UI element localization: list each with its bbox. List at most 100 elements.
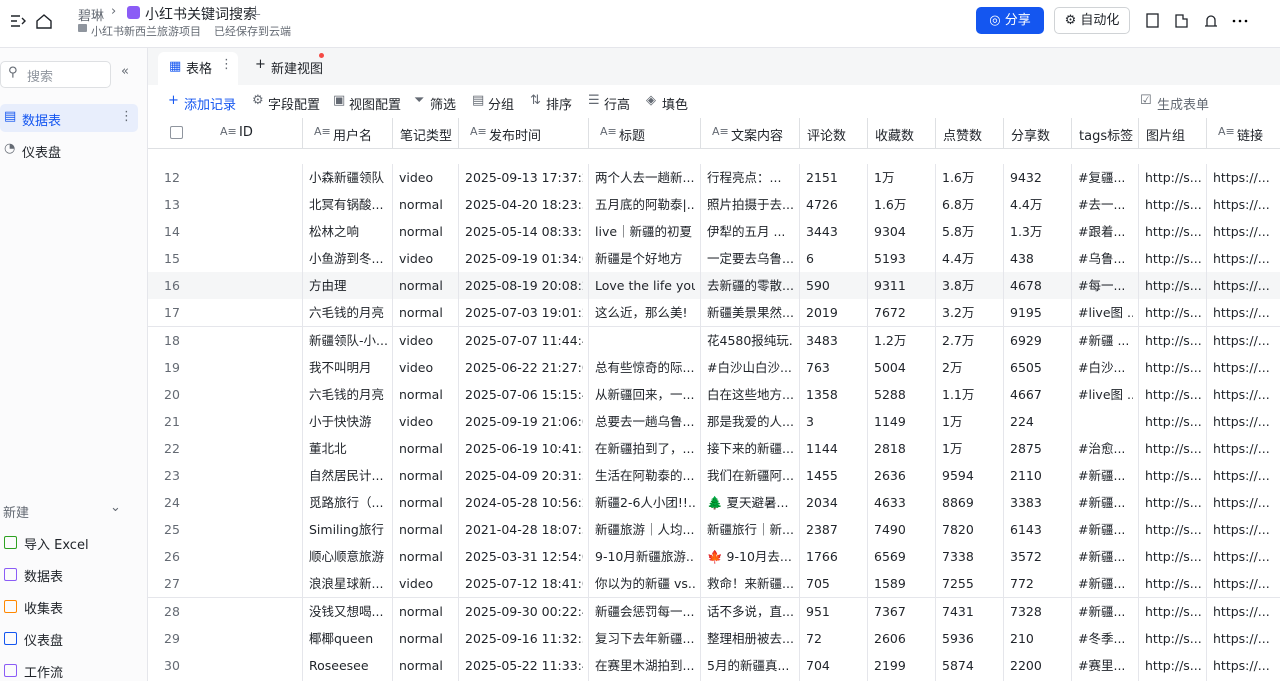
column-header[interactable]: 文案内容 [731,129,784,144]
table-cell[interactable]: http://s... [1145,224,1201,240]
table-cell[interactable]: 3383 [1010,495,1042,511]
table-cell[interactable]: https://... [1213,305,1270,321]
table-cell[interactable]: 1149 [874,413,906,429]
project[interactable]: 小红书新西兰旅游项目 [91,25,201,38]
nav-menu[interactable]: ⋮ [120,109,133,124]
table-cell[interactable]: 7338 [942,549,974,565]
nav-item[interactable]: 仪表盘 [22,146,62,161]
table-cell[interactable]: #赛里... [1078,657,1126,673]
table-cell[interactable]: 新疆是个好地方 [595,251,683,267]
table-cell[interactable]: 方由理 [309,278,347,294]
table-cell[interactable]: 2387 [806,522,838,538]
table-cell[interactable]: 2025-09-13 17:37:24 [465,169,583,185]
table-cell[interactable]: 210 [1010,630,1034,646]
table-cell[interactable]: 去新疆的零散... [707,278,794,294]
toolbar-button[interactable]: 行高 [604,98,631,113]
table-cell[interactable]: http://s... [1145,603,1201,619]
table-cell[interactable]: 4.4万 [1010,197,1043,212]
automation-button[interactable]: ⚙ 自动化 [1054,7,1130,34]
table-cell[interactable]: 9195 [1010,305,1042,321]
table-cell[interactable]: 3.2万 [942,305,975,321]
table-cell[interactable]: video [399,413,434,429]
table-cell[interactable]: 4726 [806,197,838,212]
table-cell[interactable]: #复疆... [1078,169,1126,185]
table-cell[interactable]: normal [399,197,443,212]
share-button[interactable]: ◎ 分享 [976,7,1044,34]
table-cell[interactable]: 6569 [874,549,906,565]
table-cell[interactable]: #新疆... [1078,549,1126,565]
table-cell[interactable]: 两个人去一趟新... [595,169,695,185]
table-cell[interactable]: http://s... [1145,495,1201,511]
table-cell[interactable]: 北冥有锅酸... [309,197,384,212]
table-cell[interactable]: 1.1万 [942,386,975,402]
table-cell[interactable]: http://s... [1145,549,1201,565]
table-cell[interactable]: 2606 [874,630,906,646]
table-cell[interactable] [595,327,695,354]
select-all[interactable] [170,126,183,139]
table-cell[interactable]: 五月底的阿勒泰|... [595,197,695,212]
table-cell[interactable]: 小鱼游到冬... [309,251,384,267]
table-cell[interactable]: 5004 [874,359,906,375]
table-cell[interactable]: 1.2万 [874,332,907,348]
table-cell[interactable]: 2025-07-12 18:41:02 [465,576,583,592]
table-cell[interactable]: 3443 [806,224,838,240]
table-cell[interactable]: Similing旅行 [309,522,384,538]
table-cell[interactable]: http://s... [1145,630,1201,646]
table-cell[interactable]: 伊犁的五月 ... [707,224,786,240]
column-header[interactable]: ID [239,125,253,140]
new-item[interactable]: 仪表盘 [24,634,64,649]
generate-form[interactable]: 生成表单 [1157,98,1210,113]
table-cell[interactable]: video [399,576,434,592]
table-cell[interactable]: 7367 [874,603,906,619]
table-cell[interactable]: 话不多说，直... [707,603,794,619]
table-cell[interactable]: 小森新疆领队 [309,169,385,185]
table-cell[interactable]: 1.3万 [1010,224,1043,240]
table-cell[interactable]: 椰椰queen [309,630,374,646]
table-cell[interactable]: #乌鲁... [1078,251,1126,267]
table-cell[interactable]: 2025-07-03 19:01:24 [465,305,583,321]
table-cell[interactable]: 新疆领队-小... [309,332,387,348]
new-toggle[interactable]: ⌄ [110,500,121,515]
table-cell[interactable]: live｜新疆的初夏 [595,224,693,240]
table-cell[interactable]: 2818 [874,440,906,456]
table-cell[interactable]: 5月的新疆真... [707,657,790,673]
table-cell[interactable]: 复习下去年新疆... [595,630,695,646]
table-cell[interactable]: Love the life you... [595,278,695,294]
column-header[interactable]: 点赞数 [943,129,983,144]
table-cell[interactable]: 3 [806,413,814,429]
breadcrumb[interactable]: 碧琳 [78,9,105,24]
table-cell[interactable]: 2025-04-20 18:23:39 [465,197,583,212]
column-header[interactable]: 分享数 [1011,129,1051,144]
table-cell[interactable]: 1万 [942,413,963,429]
table-cell[interactable]: 2025-07-06 15:15:40 [465,386,583,402]
table-cell[interactable]: 整理相册被去... [707,630,794,646]
table-cell[interactable]: https://... [1213,386,1270,402]
table-cell[interactable]: http://s... [1145,332,1201,348]
table-cell[interactable]: 4633 [874,495,906,511]
collapse[interactable]: « [121,64,129,79]
table-cell[interactable]: #每一... [1078,278,1126,294]
column-header[interactable]: 收藏数 [875,129,915,144]
table-cell[interactable]: 新疆美景果然... [707,305,794,321]
table-cell[interactable]: 5874 [942,657,974,673]
table-cell[interactable]: https://... [1213,359,1270,375]
table-cell[interactable]: 新疆旅游｜人均... [595,522,695,538]
table-cell[interactable]: 2200 [1010,657,1042,673]
table-cell[interactable]: 2024-05-28 10:56:26 [465,495,583,511]
table-cell[interactable]: video [399,251,434,267]
table-cell[interactable]: 4678 [1010,278,1042,294]
table-cell[interactable]: 7490 [874,522,906,538]
table-cell[interactable]: https://... [1213,495,1270,511]
table-cell[interactable]: #新疆... [1078,603,1126,619]
doc-title[interactable]: 小红书关键词搜索 [145,7,257,23]
table-cell[interactable]: 6143 [1010,522,1042,538]
toolbar-button[interactable]: 分组 [488,98,515,113]
table-cell[interactable]: 2034 [806,495,838,511]
toolbar-button[interactable]: 排序 [546,98,573,113]
table-cell[interactable]: 4667 [1010,386,1042,402]
table-cell[interactable]: http://s... [1145,278,1201,294]
table-cell[interactable]: 2万 [942,359,963,375]
table-cell[interactable]: https://... [1213,440,1270,456]
table-cell[interactable]: 松林之响 [309,224,360,240]
table-cell[interactable]: 3.8万 [942,278,975,294]
